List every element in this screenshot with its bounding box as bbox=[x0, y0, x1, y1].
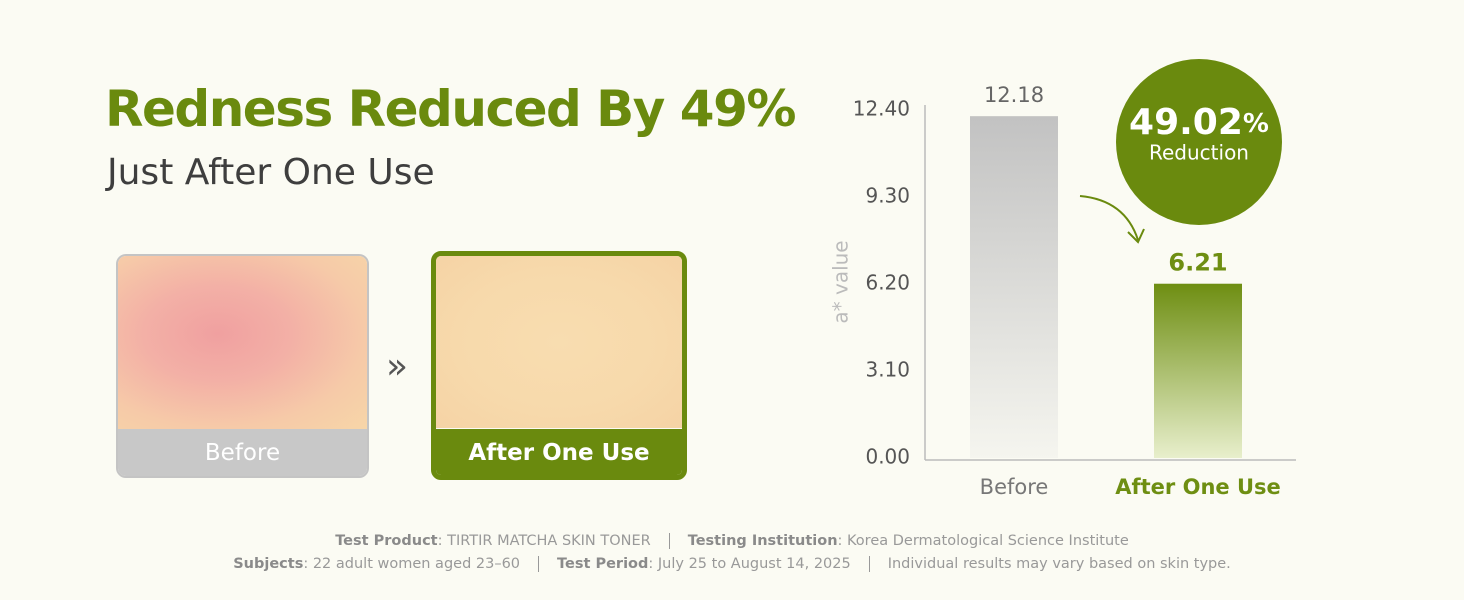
footer-key: Subjects bbox=[233, 556, 304, 572]
after-image bbox=[436, 256, 682, 428]
x-tick-label: After One Use bbox=[1115, 475, 1281, 499]
footer-item: Testing Institution: Korea Dermatologica… bbox=[668, 533, 1147, 549]
badge-value: 49.02% bbox=[1129, 102, 1269, 143]
footer-line: Subjects: 22 adult women aged 23–60 Test … bbox=[0, 556, 1464, 572]
footer-text: Individual results may vary based on ski… bbox=[887, 556, 1231, 572]
footer-key: Test Period bbox=[557, 556, 649, 572]
y-tick-label: 0.00 bbox=[865, 445, 910, 469]
after-card: After One Use bbox=[431, 251, 687, 480]
before-image bbox=[118, 256, 367, 429]
arrow bbox=[1079, 195, 1139, 241]
y-tick-label: 3.10 bbox=[865, 358, 910, 382]
before-card: Before bbox=[116, 254, 369, 478]
footer-line: Test Product: TIRTIR MATCHA SKIN TONER Te… bbox=[0, 533, 1464, 549]
arrow-head bbox=[1127, 228, 1145, 244]
bar bbox=[1154, 283, 1242, 458]
y-tick-label: 12.40 bbox=[853, 97, 910, 121]
footer-text: : 22 adult women aged 23–60 bbox=[303, 556, 521, 572]
bar bbox=[970, 116, 1058, 458]
after-label: After One Use bbox=[436, 429, 682, 475]
arrow-icon: » bbox=[386, 346, 409, 387]
subtitle: Just After One Use bbox=[107, 152, 435, 193]
footer-key: Testing Institution bbox=[687, 533, 838, 549]
x-tick-label: Before bbox=[980, 475, 1049, 499]
badge-label: Reduction bbox=[1149, 141, 1249, 165]
y-tick-label: 6.20 bbox=[865, 271, 910, 295]
footer-item: Individual results may vary based on ski… bbox=[868, 556, 1249, 572]
footer-item: Test Period: July 25 to August 14, 2025 bbox=[538, 556, 869, 572]
y-tick-label: 9.30 bbox=[865, 184, 910, 208]
footer-text: : Korea Dermatological Science Institute bbox=[837, 533, 1129, 549]
badge bbox=[1116, 59, 1282, 225]
before-label: Before bbox=[118, 429, 367, 476]
footer-key: Test Product bbox=[335, 533, 438, 549]
footer-item: Subjects: 22 adult women aged 23–60 bbox=[215, 556, 538, 572]
footer-item: Test Product: TIRTIR MATCHA SKIN TONER bbox=[317, 533, 669, 549]
value-label: 12.18 bbox=[984, 83, 1044, 107]
y-axis-label: a* value bbox=[829, 240, 853, 323]
value-label: 6.21 bbox=[1168, 249, 1227, 277]
footer-text: : TIRTIR MATCHA SKIN TONER bbox=[437, 533, 651, 549]
footer-text: : July 25 to August 14, 2025 bbox=[648, 556, 851, 572]
title: Redness Reduced By 49% bbox=[105, 80, 796, 138]
